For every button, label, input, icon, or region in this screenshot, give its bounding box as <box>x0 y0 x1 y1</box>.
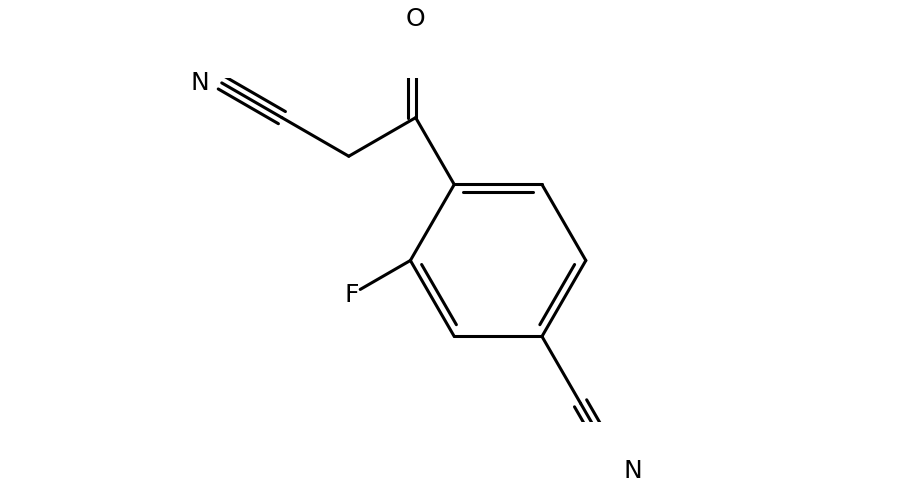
Text: N: N <box>190 71 209 95</box>
Text: N: N <box>623 459 641 483</box>
Text: F: F <box>344 283 359 307</box>
Text: O: O <box>405 7 425 31</box>
